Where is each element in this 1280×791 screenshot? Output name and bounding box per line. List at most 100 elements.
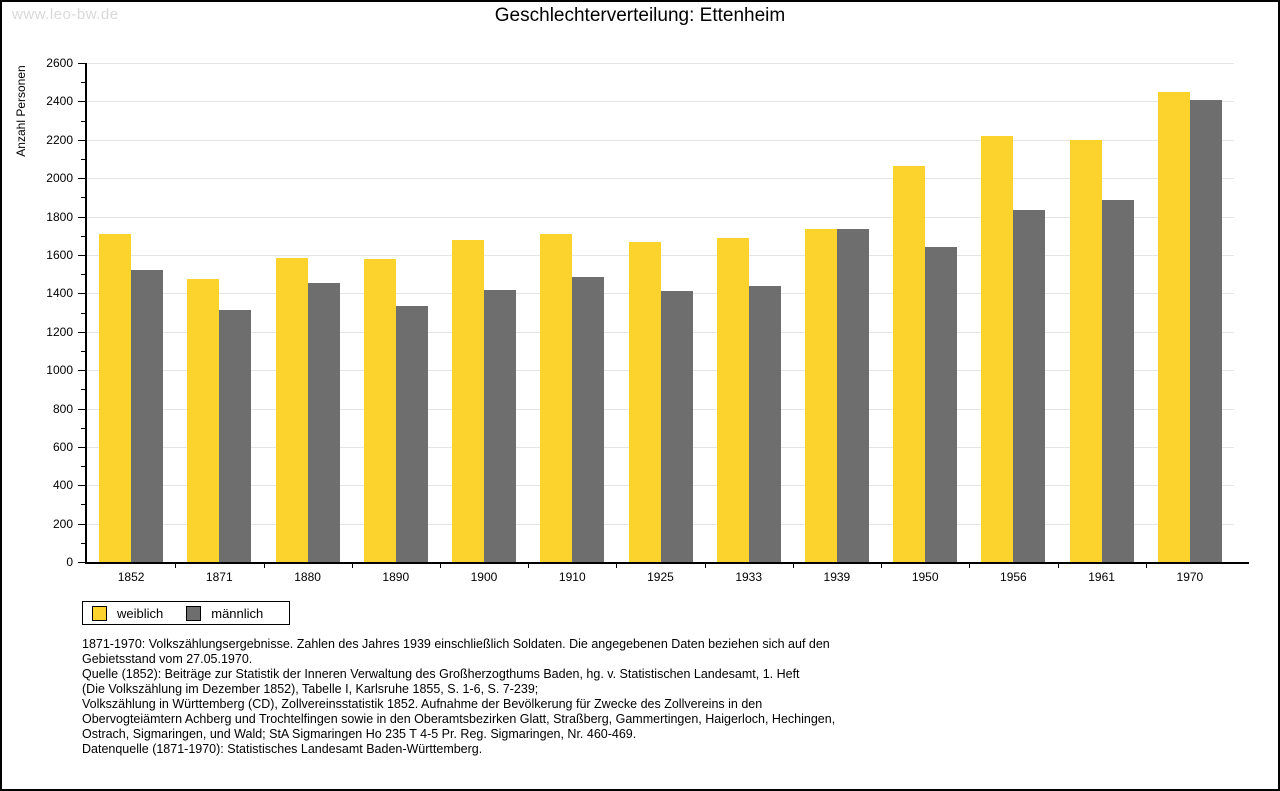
y-major-tick-1000 <box>78 370 85 372</box>
bar-männlich-1939 <box>837 229 869 562</box>
y-major-tick-1400 <box>78 293 85 295</box>
y-minor-tick-1100 <box>81 350 85 352</box>
y-tick-label-2600: 2600 <box>46 56 73 70</box>
y-major-tick-1800 <box>78 216 85 218</box>
gridline-1600 <box>87 254 1234 256</box>
bar-männlich-1956 <box>1013 209 1046 562</box>
bar-weiblich-1900 <box>452 239 484 562</box>
y-minor-tick-100 <box>81 542 85 544</box>
watermark: www.leo-bw.de <box>12 6 119 23</box>
y-tick-label-2400: 2400 <box>46 94 73 109</box>
x-tick-12 <box>1145 564 1147 568</box>
y-axis-title: Anzahl Personen <box>14 65 28 157</box>
bar-männlich-1890 <box>395 305 428 562</box>
x-tick-label-1880: 1880 <box>294 570 321 584</box>
legend-swatch-weiblich <box>92 605 107 621</box>
bar-männlich-1950 <box>925 247 958 562</box>
x-tick-label-1933: 1933 <box>735 570 763 584</box>
x-tick-label-1939: 1939 <box>823 570 851 584</box>
bar-weiblich-1939 <box>805 229 837 562</box>
y-minor-tick-900 <box>81 389 85 391</box>
legend-label-weiblich: weiblich <box>117 605 164 621</box>
bar-weiblich-1961 <box>1069 139 1102 562</box>
x-tick-2 <box>263 564 265 568</box>
x-tick-label-1852: 1852 <box>117 570 145 584</box>
bar-männlich-1900 <box>484 290 516 562</box>
footnote-line-3: Quelle (1852): Beiträge zur Statistik de… <box>82 667 800 681</box>
y-minor-tick-1700 <box>81 235 85 237</box>
bar-weiblich-1925 <box>628 241 661 562</box>
x-tick-9 <box>881 564 883 568</box>
x-tick-8 <box>792 564 794 568</box>
bar-männlich-1910 <box>572 277 605 562</box>
y-minor-tick-1900 <box>81 197 85 199</box>
bar-männlich-1880 <box>307 282 340 562</box>
x-tick-1 <box>175 564 177 568</box>
y-minor-tick-1500 <box>81 274 85 276</box>
footnote-line-1: 1871-1970: Volkszählungsergebnisse. Zahl… <box>82 637 830 651</box>
y-major-tick-1600 <box>78 254 85 256</box>
bar-weiblich-1880 <box>275 257 308 562</box>
y-major-tick-2200 <box>78 139 85 141</box>
gridline-1800 <box>87 216 1234 218</box>
y-tick-label-200: 200 <box>52 516 73 531</box>
bar-weiblich-1950 <box>893 165 926 562</box>
gridline-2000 <box>87 178 1234 180</box>
x-tick-label-1871: 1871 <box>205 570 233 584</box>
y-major-tick-800 <box>78 408 85 410</box>
y-minor-tick-500 <box>81 466 85 467</box>
x-tick-label-1925: 1925 <box>647 570 674 584</box>
gridline-2600 <box>87 63 1234 64</box>
y-major-tick-1200 <box>78 331 85 333</box>
bar-weiblich-1933 <box>716 237 749 562</box>
y-major-tick-200 <box>78 523 85 525</box>
bar-weiblich-1871 <box>187 278 220 562</box>
y-major-tick-0 <box>78 562 85 563</box>
x-tick-4 <box>439 564 441 568</box>
bar-männlich-1933 <box>748 285 781 562</box>
y-major-tick-400 <box>78 485 85 487</box>
bar-männlich-1925 <box>660 291 693 562</box>
bar-männlich-1961 <box>1101 200 1134 562</box>
x-tick-label-1970: 1970 <box>1176 570 1204 584</box>
y-major-tick-600 <box>78 446 85 448</box>
y-tick-label-1800: 1800 <box>46 209 73 224</box>
x-tick-label-1956: 1956 <box>1000 570 1027 584</box>
datasource-line: Datenquelle (1871-1970): Statistisches L… <box>82 742 483 756</box>
x-tick-label-1961: 1961 <box>1088 570 1115 584</box>
x-tick-6 <box>616 564 618 568</box>
y-tick-label-600: 600 <box>52 439 73 454</box>
footnote-line-7: Ostrach, Sigmaringen, und Wald; StA Sigm… <box>82 727 637 741</box>
y-tick-label-1200: 1200 <box>46 324 73 339</box>
bar-weiblich-1970 <box>1157 91 1190 562</box>
legend-label-maennlich: männlich <box>211 605 264 621</box>
legend: weiblich männlich <box>82 601 290 625</box>
y-tick-label-800: 800 <box>52 401 73 416</box>
y-major-tick-2400 <box>78 101 85 103</box>
legend-swatch-maennlich <box>186 605 202 621</box>
y-tick-label-0: 0 <box>66 555 73 569</box>
footnote-line-6: Obervogteiämtern Achberg und Trochtelfin… <box>82 712 836 726</box>
gridline-2400 <box>87 101 1234 103</box>
y-minor-tick-2500 <box>81 82 85 84</box>
x-tick-11 <box>1057 564 1059 568</box>
bar-weiblich-1956 <box>981 135 1014 562</box>
footnotes: 1871-1970: Volkszählungsergebnisse. Zahl… <box>82 637 1202 742</box>
footnote-line-5: Volkszählung in Württemberg (CD), Zollve… <box>82 697 763 711</box>
legend-item-weiblich: weiblich <box>92 605 177 621</box>
y-tick-label-1600: 1600 <box>46 247 73 262</box>
y-major-tick-2000 <box>78 178 85 180</box>
x-tick-label-1900: 1900 <box>470 570 498 584</box>
bar-weiblich-1890 <box>363 258 396 562</box>
y-minor-tick-700 <box>81 427 85 429</box>
chart-title: Geschlechterverteilung: Ettenheim <box>494 5 786 26</box>
gridline-2200 <box>87 139 1234 141</box>
x-tick-label-1950: 1950 <box>911 570 939 584</box>
bar-weiblich-1852 <box>99 233 132 562</box>
y-tick-label-2200: 2200 <box>46 132 73 147</box>
x-tick-3 <box>351 564 353 568</box>
y-minor-tick-2100 <box>81 159 85 160</box>
legend-item-maennlich: männlich <box>186 605 277 621</box>
x-axis-line <box>85 562 1249 564</box>
